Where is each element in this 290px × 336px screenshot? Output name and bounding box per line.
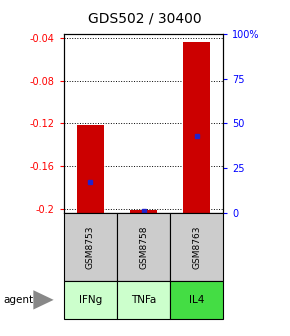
Bar — [117, 281, 170, 319]
Text: IFNg: IFNg — [79, 295, 102, 305]
Bar — [64, 213, 117, 281]
Bar — [170, 213, 223, 281]
Bar — [64, 281, 117, 319]
Bar — [184, 42, 210, 213]
Text: GDS502 / 30400: GDS502 / 30400 — [88, 12, 202, 26]
Text: GSM8758: GSM8758 — [139, 225, 148, 269]
Text: GSM8753: GSM8753 — [86, 225, 95, 269]
Text: GSM8763: GSM8763 — [192, 225, 201, 269]
Bar — [77, 125, 104, 213]
Polygon shape — [33, 290, 54, 309]
Bar — [130, 210, 157, 213]
Bar — [117, 213, 170, 281]
Text: IL4: IL4 — [189, 295, 204, 305]
Bar — [170, 281, 223, 319]
Text: agent: agent — [3, 295, 33, 305]
Text: TNFa: TNFa — [131, 295, 156, 305]
